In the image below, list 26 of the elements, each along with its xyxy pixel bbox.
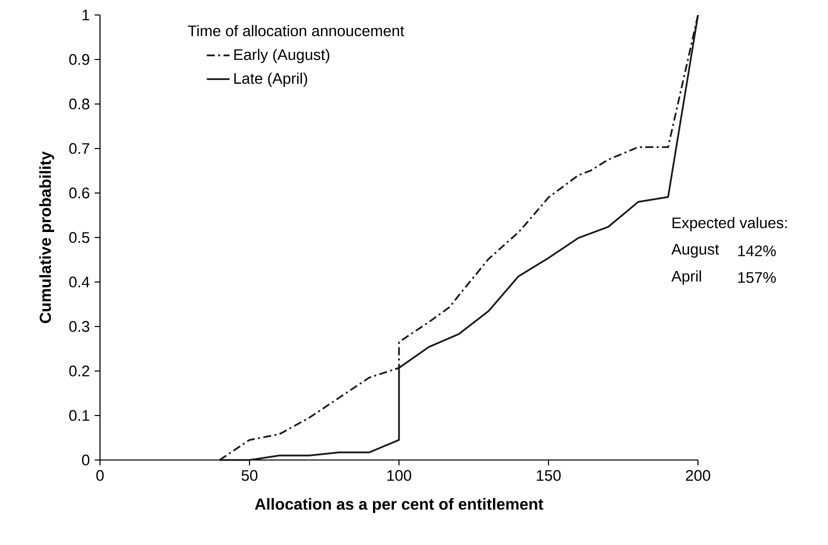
legend-label: Early (August) <box>234 48 330 64</box>
y-tick-label: 0.1 <box>69 410 90 421</box>
y-tick-label: 0.4 <box>69 276 90 288</box>
annotation: August <box>671 244 719 258</box>
legend-label: Late (April) <box>234 72 308 87</box>
x-axis-title: Allocation as a per cent of entitlement <box>254 498 544 513</box>
y-tick-label: 0.8 <box>69 98 90 110</box>
text: 157% <box>738 272 776 283</box>
legend-title: Time of allocation annoucement <box>188 25 404 36</box>
y-tick-label: 0.2 <box>69 366 90 376</box>
y-tick-label: 1 <box>82 10 90 20</box>
annotation: April <box>671 270 702 285</box>
y-tick-label: 0.3 <box>69 321 90 332</box>
y-tick-label: 0.5 <box>69 232 90 243</box>
x-tick-label: 150 <box>536 470 561 481</box>
x-tick-label: 0 <box>96 470 104 481</box>
x-tick-label: 50 <box>242 470 258 481</box>
annotation: Expected values: <box>672 217 787 232</box>
text: 142% <box>738 245 776 256</box>
y-tick-label: 0.7 <box>69 143 90 154</box>
y-tick-label: 0.9 <box>69 54 90 65</box>
x-tick-label: 200 <box>686 470 710 481</box>
y-axis-title: Cumulative probability <box>39 151 54 324</box>
x-tick-label: 100 <box>387 470 412 481</box>
y-tick-label: 0.6 <box>69 188 90 198</box>
y-tick-label: 0 <box>82 454 90 466</box>
